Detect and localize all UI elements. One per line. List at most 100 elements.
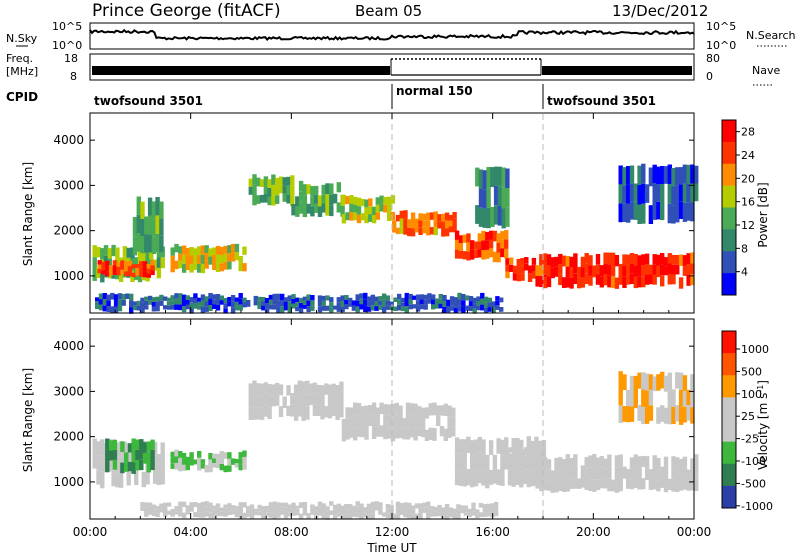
heatmap-cell [264, 308, 270, 314]
heatmap-cell [675, 264, 680, 275]
heatmap-cell [152, 469, 158, 484]
heatmap-cell [637, 467, 642, 479]
heatmap-cell [400, 302, 406, 307]
heatmap-cell [473, 455, 479, 471]
heatmap-cell [524, 257, 529, 264]
nsky-label: N.Sky [6, 32, 38, 45]
heatmap-cell [301, 394, 306, 408]
heatmap-cell [614, 480, 620, 493]
heatmap-cell [295, 297, 300, 303]
heatmap-cell [329, 307, 334, 313]
heatmap-cell [458, 243, 464, 251]
heatmap-cell [100, 439, 105, 456]
heatmap-cell [390, 404, 396, 417]
heatmap-cell [444, 504, 450, 510]
heatmap-cell [353, 204, 358, 213]
heatmap-cell [487, 307, 492, 312]
heatmap-cell [656, 407, 661, 424]
heatmap-cell [573, 465, 578, 478]
heatmap-cell [409, 403, 414, 415]
heatmap-cell [577, 277, 582, 289]
heatmap-cell [509, 447, 514, 453]
heatmap-cell [466, 251, 471, 261]
heatmap-cell [234, 513, 240, 518]
heatmap-cell [667, 164, 672, 185]
heatmap-cell [641, 203, 646, 224]
heatmap-cell [174, 293, 179, 299]
heatmap-cell [363, 299, 368, 306]
heatmap-cell [238, 458, 243, 465]
heatmap-cell [178, 457, 183, 465]
heatmap-cell [408, 304, 413, 310]
heatmap-cell [287, 301, 292, 307]
heatmap-cell [227, 253, 232, 262]
heatmap-cell [291, 502, 296, 507]
heatmap-cell [267, 384, 272, 396]
heatmap-cell [242, 502, 247, 508]
heatmap-cell [539, 478, 544, 492]
heatmap-cell [410, 509, 416, 515]
heatmap-cell [310, 511, 315, 515]
heatmap-cell [648, 389, 654, 406]
heatmap-cell [135, 271, 140, 276]
heatmap-cell [432, 428, 437, 441]
heatmap-cell [155, 506, 160, 510]
heatmap-cell [539, 254, 544, 266]
heatmap-cell [626, 478, 631, 489]
heatmap-cell [660, 202, 665, 220]
heatmap-cell [543, 253, 548, 265]
heatmap-cell [178, 246, 183, 254]
heatmap-cell [238, 507, 243, 514]
heatmap-cell [470, 440, 475, 456]
heatmap-cell [690, 390, 695, 408]
heatmap-cell [641, 372, 646, 390]
heatmap-cell [485, 454, 490, 472]
heatmap-cell [592, 479, 597, 492]
heatmap-cell [453, 297, 459, 303]
heatmap-cell [588, 479, 593, 492]
heatmap-cell [212, 453, 217, 459]
heatmap-cell [535, 478, 540, 489]
heatmap-cell [520, 258, 525, 266]
heatmap-cell [678, 458, 684, 470]
heatmap-cell [490, 503, 495, 509]
heatmap-cell [448, 507, 453, 513]
heatmap-cell [477, 436, 482, 453]
heatmap-cell [132, 236, 138, 256]
y-tick-label: 2000 [53, 430, 84, 444]
heatmap-cell [271, 384, 276, 396]
x-tick-label: 00:00 [73, 525, 108, 539]
heatmap-cell [96, 247, 101, 258]
heatmap-cell [432, 402, 437, 416]
heatmap-cell [383, 196, 388, 205]
heatmap-cell [641, 163, 646, 184]
heatmap-cell [340, 205, 345, 217]
heatmap-cell [414, 503, 420, 509]
heatmap-cell [423, 299, 428, 305]
heatmap-cell [538, 440, 543, 455]
heatmap-cell [234, 243, 240, 253]
heatmap-cell [415, 300, 421, 306]
heatmap-cell [505, 187, 510, 208]
heatmap-cell [618, 454, 623, 467]
heatmap-cell [287, 295, 292, 302]
heatmap-cell [139, 459, 144, 471]
heatmap-cell [142, 453, 148, 464]
heatmap-cell [139, 271, 144, 277]
heatmap-cell [629, 391, 635, 407]
heatmap-cell [348, 509, 353, 515]
heatmap-cell [230, 243, 236, 253]
heatmap-cell [385, 300, 391, 305]
heatmap-cell [452, 225, 457, 233]
heatmap-cell [98, 299, 104, 305]
heatmap-cell [146, 264, 151, 269]
heatmap-cell [174, 462, 179, 470]
heatmap-cell [170, 295, 175, 300]
heatmap-cell [629, 201, 635, 220]
heatmap-cell [626, 184, 631, 204]
heatmap-cell [475, 509, 480, 514]
heatmap-cell [607, 252, 612, 265]
heatmap-cell [371, 206, 377, 215]
heatmap-cell [504, 248, 509, 259]
heatmap-cell [185, 248, 190, 256]
